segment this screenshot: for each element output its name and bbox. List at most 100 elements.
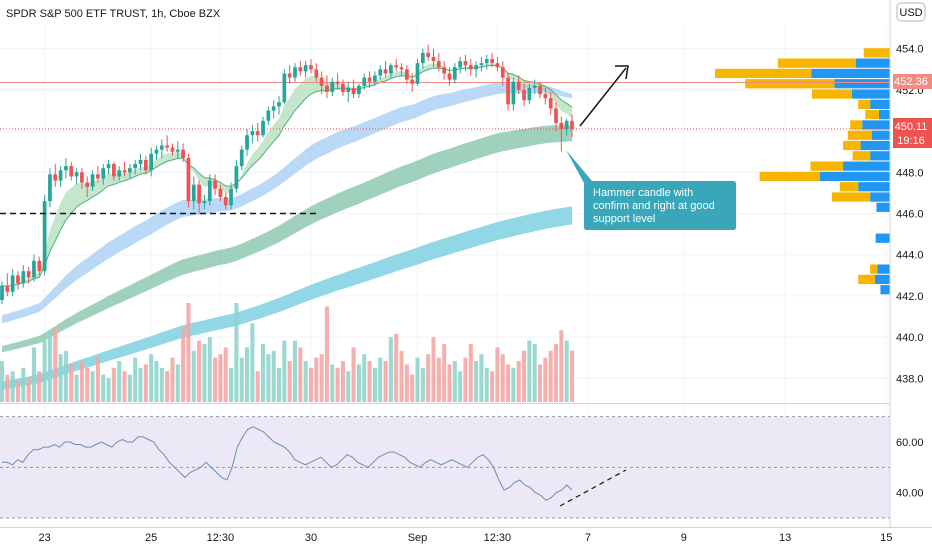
volume-bar-down [538,364,543,402]
volume-bar-down [181,326,186,402]
volume-bar-up [106,378,111,402]
volume-bar-down [324,306,329,402]
candle-up [207,180,212,202]
candle-up [234,166,239,189]
candle-down [351,87,356,95]
candle-up [64,166,68,171]
volume-bar-up [154,361,159,402]
volume-bar-up [452,361,457,402]
volume-bar-down [383,361,388,402]
volume-bar-down [543,357,548,402]
volume-bar-up [303,361,308,402]
annotation-pointer [566,150,592,183]
volume-bar-down [298,347,303,402]
candle-up [362,77,367,86]
volume-bar-down [431,337,436,402]
candle-up [133,164,138,169]
annotation-callout[interactable]: Hammer candle with confirm and right at … [566,150,736,230]
volume-bar-down [522,350,527,402]
slow-ma-ribbon [2,206,572,390]
volume-bar-down [5,374,10,402]
volume-profile-bar-down [745,79,835,89]
rsi-indicator [0,416,890,519]
candle-down [538,85,542,95]
candle-up [250,131,255,136]
volume-bar-down [255,371,260,402]
volume-bar-up [191,350,196,402]
annotation-line-3: support level [593,213,655,225]
volume-bar-up [388,337,393,402]
volume-bar-down [218,354,223,402]
x-tick-label: 7 [585,532,591,544]
volume-profile-bar-up [811,68,890,79]
volume-bar-up [261,343,266,402]
rsi-line [2,426,573,501]
y-tick-label: 440.0 [896,332,924,344]
candle-up [117,170,122,177]
x-tick-label: 13 [779,532,791,544]
currency-button[interactable]: USD [896,2,926,22]
volume-profile-bar-up [876,202,890,212]
volume-profile-bar-down [858,274,875,285]
candle-up [527,87,532,101]
candle-down [143,159,148,171]
candle-up [452,67,457,80]
volume-bar-up [271,350,276,402]
candle-down [436,61,441,68]
candle-down [495,63,500,68]
volume-bar-up [564,340,569,402]
volume-bar-down [426,354,431,402]
volume-bar-down [468,343,473,402]
candle-down [394,65,399,68]
volume-profile-bar-up [878,109,890,120]
rsi-tick-label: 60.00 [896,437,924,449]
volume-bar-down [319,354,324,402]
countdown-value: 19:16 [897,135,925,147]
candle-up [106,164,111,169]
candle-down [96,174,100,179]
volume-profile-bar-down [843,140,861,151]
candle-down [516,81,521,90]
candle-up [138,159,143,165]
candle-down [85,182,90,187]
candle-up [21,271,26,284]
volume-bar-up [0,361,5,402]
candle-up [239,149,244,167]
mid-ma-ribbon [2,125,572,353]
candle-down [5,285,10,292]
volume-bar-up [420,367,425,402]
candle-up [330,81,335,92]
volume-bar-down [559,330,564,402]
volume-bar-down [287,361,292,402]
candle-up [175,149,180,152]
volume-bar-down [495,347,500,402]
candle-down [410,79,415,84]
candle-down [431,56,436,62]
volume-profile-bar-down [715,68,812,79]
volume-profile-bar-down [863,48,890,58]
y-tick-label: 448.0 [896,167,924,179]
volume-bar-down [367,361,372,402]
y-tick-label: 442.0 [896,291,924,303]
candle-up [303,65,308,72]
volume-bar-down [490,371,495,402]
volume-bar-up [74,374,79,402]
volume-bar-up [527,340,532,402]
candle-down [463,61,468,66]
volume-profile-bar-up [870,192,890,202]
volume-bar-up [479,354,484,402]
volume-bar-up [292,340,298,402]
candle-up [90,174,95,187]
volume-bar-down [69,364,74,402]
candle-up [532,85,537,88]
x-tick-label: 15 [880,532,892,544]
volume-profile-bar-down [850,120,863,130]
volume-bar-down [553,343,559,402]
drawings[interactable] [0,65,629,507]
volume-bar-down [500,354,505,402]
candle-down [500,67,505,78]
candle-down [468,65,473,70]
candle-up [357,85,361,95]
